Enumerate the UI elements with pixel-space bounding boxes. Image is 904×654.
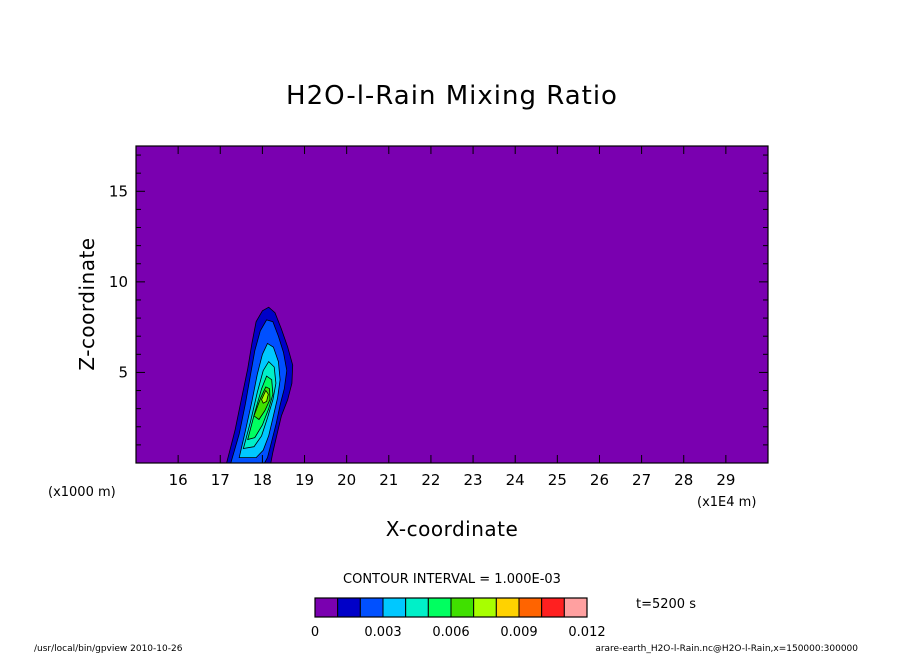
colorbar-tick-label: 0 [311, 625, 319, 640]
chart-title: H2O-l-Rain Mixing Ratio [286, 81, 618, 111]
x-tick-label: 29 [716, 471, 735, 489]
x-unit-left: (x1000 m) [48, 485, 116, 500]
contour-line-0.007 [261, 389, 269, 404]
x-tick-labels: 16 17 18 19 20 21 22 23 24 25 26 27 28 29 [169, 471, 736, 489]
x-tick-label: 19 [295, 471, 314, 489]
x-tick-label: 26 [590, 471, 609, 489]
y-tick-label: 15 [109, 182, 128, 200]
colorbar-band [450, 597, 475, 618]
x-tick-label: 28 [674, 471, 693, 489]
x-axis-label: X-coordinate [386, 517, 519, 541]
y-tick-labels: 5 10 15 [109, 182, 128, 381]
colorbar-band [359, 597, 384, 618]
colorbar-band [495, 597, 520, 618]
x-tick-label: 25 [548, 471, 567, 489]
colorbar-tick-label: 0.006 [432, 625, 469, 640]
footer-left: /usr/local/bin/gpview 2010-10-26 [34, 644, 183, 654]
x-tick-label: 22 [421, 471, 440, 489]
footer-right: arare-earth_H2O-l-Rain.nc@H2O-l-Rain,x=1… [595, 644, 858, 654]
colorbar-frame [314, 597, 588, 618]
colorbar-band [473, 597, 497, 618]
plot-background [136, 146, 768, 463]
x-tick-label: 20 [337, 471, 356, 489]
plot-frame [135, 145, 769, 464]
colorbar-band [337, 597, 361, 618]
axis-ticks [135, 146, 769, 463]
x-tick-label: 17 [211, 471, 230, 489]
x-tick-label: 23 [464, 471, 483, 489]
colorbar [314, 597, 588, 618]
y-tick-label: 5 [118, 363, 128, 381]
contour-line-0.006 [253, 386, 271, 421]
colorbar-tick-label: 0.009 [500, 625, 537, 640]
contour-line-0.003 [238, 342, 281, 459]
time-label: t=5200 s [636, 597, 696, 612]
x-tick-label: 21 [379, 471, 398, 489]
contour-lines [226, 306, 294, 464]
contour-interval-label: CONTOUR INTERVAL = 1.000E-03 [343, 572, 561, 587]
colorbar-band [518, 597, 543, 618]
colorbar-band [541, 597, 565, 618]
contour-line-0.002 [230, 319, 288, 464]
y-axis-label: Z-coordinate [75, 237, 99, 370]
x-unit-right: (x1E4 m) [697, 495, 756, 510]
contour-line-0.005 [247, 375, 274, 441]
contour-line-0.004 [242, 360, 277, 449]
colorbar-tick-labels: 0 0.003 0.006 0.009 0.012 [311, 625, 606, 640]
contour-line-0.001 [226, 306, 294, 464]
colorbar-band [314, 597, 339, 618]
colorbar-tick-label: 0.012 [568, 625, 605, 640]
colorbar-tick-label: 0.003 [364, 625, 401, 640]
colorbar-band [563, 597, 588, 618]
colorbar-band [382, 597, 407, 618]
colorbar-band [427, 597, 452, 618]
x-tick-label: 27 [632, 471, 651, 489]
x-tick-label: 18 [253, 471, 272, 489]
y-tick-label: 10 [109, 273, 128, 291]
plot-area [135, 145, 769, 464]
x-tick-label: 16 [169, 471, 188, 489]
x-tick-label: 24 [506, 471, 525, 489]
colorbar-band [405, 597, 429, 618]
